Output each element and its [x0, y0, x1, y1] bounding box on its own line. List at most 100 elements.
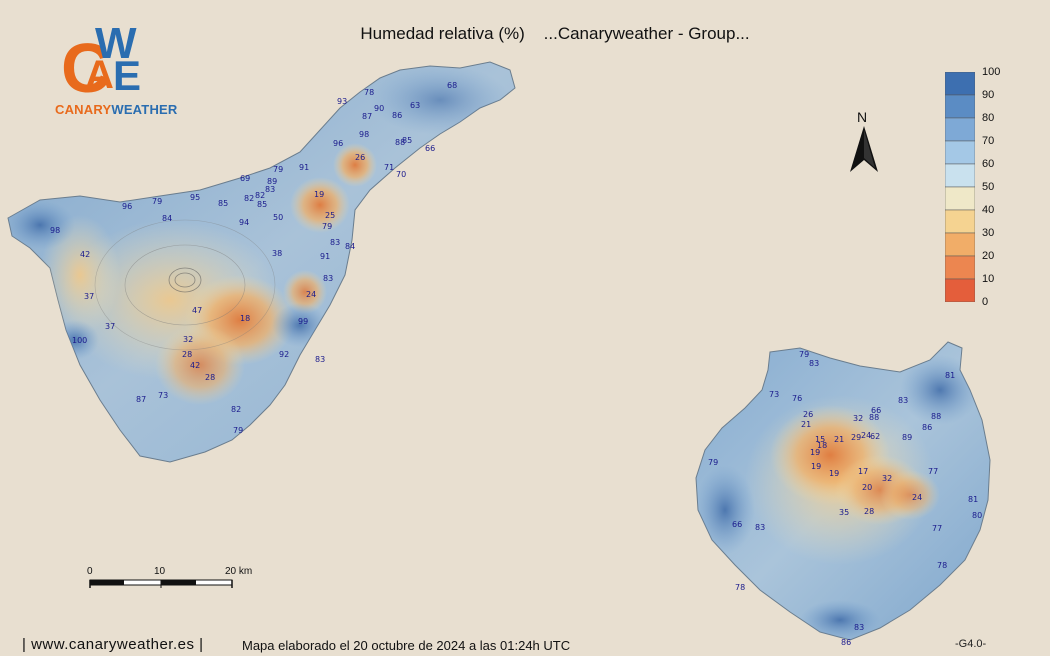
- station-value: 29: [851, 433, 861, 442]
- station-value: 28: [182, 350, 192, 359]
- north-arrow-icon: N: [850, 109, 878, 172]
- station-value: 24: [912, 493, 922, 502]
- station-value: 32: [183, 335, 193, 344]
- legend-tick-label: 40: [982, 204, 995, 216]
- station-value: 89: [902, 433, 912, 442]
- station-value: 21: [834, 435, 844, 444]
- station-value: 32: [882, 474, 892, 483]
- gran-canaria-island: [695, 341, 991, 641]
- station-value: 42: [80, 250, 90, 259]
- station-value: 98: [50, 226, 60, 235]
- station-value: 63: [410, 101, 420, 110]
- station-value: 91: [320, 252, 330, 261]
- station-value: 79: [233, 426, 243, 435]
- station-value: 35: [839, 508, 849, 517]
- legend-tick-label: 60: [982, 158, 995, 170]
- tenerife-island: [7, 61, 516, 463]
- legend-color-block: [945, 117, 975, 142]
- station-value: 70: [396, 170, 406, 179]
- legend-tick-label: 90: [982, 89, 995, 101]
- station-value: 87: [362, 112, 372, 121]
- station-value: 84: [345, 242, 355, 251]
- station-value: 98: [359, 130, 369, 139]
- station-value: 81: [968, 495, 978, 504]
- station-value: 83: [315, 355, 325, 364]
- station-value: 73: [158, 391, 168, 400]
- logo-wordmark: CANARYWEATHER: [55, 102, 178, 117]
- scale-label-0: 0: [87, 566, 93, 577]
- logo-wordmark-canary: CANARY: [55, 102, 112, 117]
- station-value: 77: [928, 467, 938, 476]
- station-value: 42: [190, 361, 200, 370]
- station-value: 95: [190, 193, 200, 202]
- station-value: 82: [255, 191, 265, 200]
- map-timestamp: Mapa elaborado el 20 octubre de 2024 a l…: [242, 638, 571, 653]
- station-value: 86: [922, 423, 932, 432]
- station-value: 17: [858, 467, 868, 476]
- legend-color-block: [945, 278, 975, 302]
- station-value: 82: [244, 194, 254, 203]
- station-value: 68: [447, 81, 457, 90]
- station-value: 15: [815, 435, 825, 444]
- station-value: 79: [708, 458, 718, 467]
- station-value: 66: [871, 406, 881, 415]
- station-value: 80: [972, 511, 982, 520]
- map-title: Humedad relativa (%) ...Canaryweather - …: [360, 24, 750, 43]
- legend-tick-label: 30: [982, 227, 995, 239]
- canaryweather-logo: C W A E: [61, 19, 141, 107]
- station-value: 83: [330, 238, 340, 247]
- station-value: 78: [937, 561, 947, 570]
- north-label: N: [857, 109, 867, 125]
- station-value: 90: [374, 104, 384, 113]
- station-value: 83: [898, 396, 908, 405]
- station-value: 19: [810, 448, 820, 457]
- gran-canaria-station-values: 79 83 81 73 76 26 21 32 66 88 83 88 86 8…: [708, 350, 982, 647]
- station-value: 94: [239, 218, 249, 227]
- legend-color-block: [945, 72, 975, 96]
- station-value: 91: [299, 163, 309, 172]
- station-value: 83: [809, 359, 819, 368]
- website-link[interactable]: | www.canaryweather.es |: [22, 636, 204, 653]
- station-value: 88: [931, 412, 941, 421]
- station-value: 37: [84, 292, 94, 301]
- legend-color-block: [945, 94, 975, 119]
- scale-label-10: 10: [154, 566, 166, 577]
- station-value: 79: [152, 197, 162, 206]
- logo-letter-a: A: [85, 53, 114, 97]
- station-value: 78: [735, 583, 745, 592]
- station-value: 19: [829, 469, 839, 478]
- legend-color-block: [945, 140, 975, 165]
- station-value: 78: [364, 88, 374, 97]
- logo-letter-e: E: [113, 52, 141, 99]
- legend-tick-label: 80: [982, 112, 995, 124]
- logo-letter-c: C: [61, 29, 112, 107]
- station-value: 77: [932, 524, 942, 533]
- station-value: 92: [279, 350, 289, 359]
- station-value: 18: [817, 441, 827, 450]
- station-value: 62: [870, 432, 880, 441]
- station-value: 81: [945, 371, 955, 380]
- station-value: 93: [337, 97, 347, 106]
- station-value: 24: [306, 290, 316, 299]
- station-value: 26: [803, 410, 813, 419]
- station-value: 99: [298, 317, 308, 326]
- station-value: 73: [769, 390, 779, 399]
- version-label: -G4.0-: [955, 638, 987, 650]
- station-value: 85: [218, 199, 228, 208]
- scale-label-20: 20 km: [225, 566, 252, 577]
- legend-color-block: [945, 186, 975, 211]
- station-value: 28: [205, 373, 215, 382]
- station-value: 96: [122, 202, 132, 211]
- station-value: 76: [792, 394, 802, 403]
- logo-wordmark-weather: WEATHER: [111, 102, 178, 117]
- logo-letter-w: W: [95, 19, 137, 68]
- station-value: 83: [265, 185, 275, 194]
- legend-color-block: [945, 255, 975, 280]
- station-value: 86: [841, 638, 851, 647]
- station-value: 86: [392, 111, 402, 120]
- station-value: 85: [257, 200, 267, 209]
- station-value: 25: [325, 211, 335, 220]
- station-value: 100: [72, 336, 87, 345]
- station-value: 19: [314, 190, 324, 199]
